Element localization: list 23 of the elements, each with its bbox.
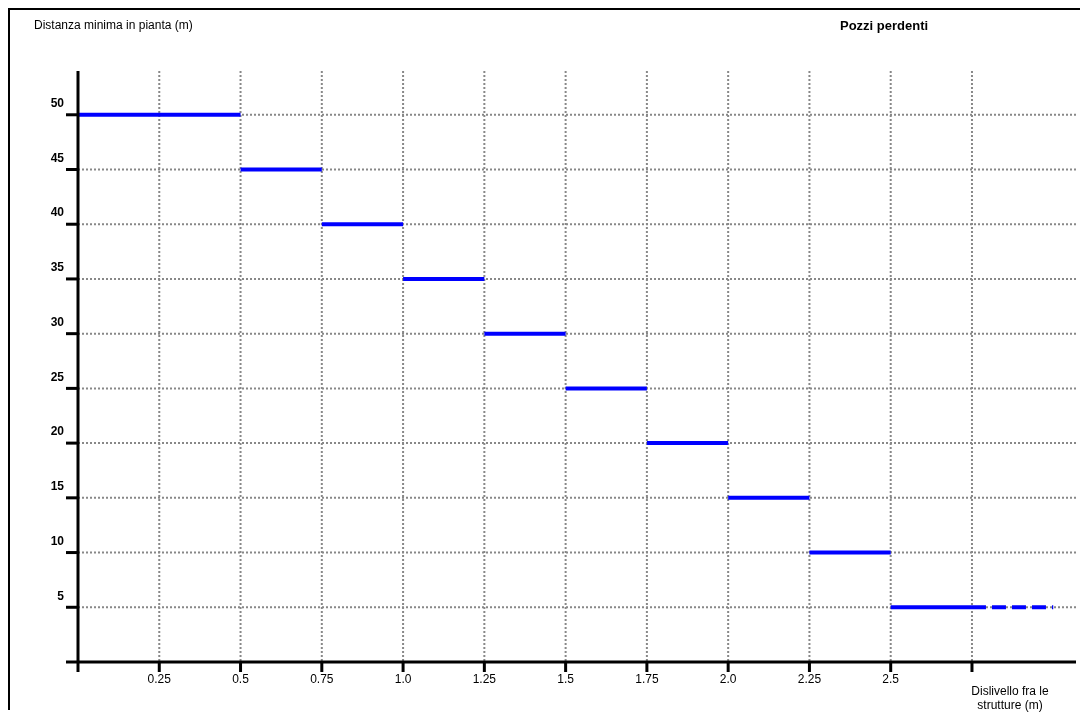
x-tick-label: 1.25: [472, 671, 497, 686]
x-axis-title: Dislivello fra le strutture (m): [970, 684, 1050, 712]
x-tick-label: 0.5: [232, 671, 250, 686]
y-tick-label: 50: [50, 96, 65, 111]
x-tick-label: 1.5: [557, 671, 575, 686]
x-tick-label: 0.25: [147, 671, 172, 686]
y-tick-label: 5: [57, 588, 65, 603]
y-tick-label: 15: [50, 479, 65, 494]
y-tick-label: 40: [50, 205, 65, 220]
y-tick-label: 20: [50, 424, 65, 439]
x-tick-label: 0.75: [310, 671, 334, 686]
y-tick-label: 10: [50, 533, 65, 548]
x-tick-label: 1.0: [394, 671, 412, 686]
y-tick-label: 30: [50, 314, 65, 329]
chart-title: Pozzi perdenti: [840, 18, 929, 33]
y-tick-label: 45: [50, 150, 65, 165]
y-axis-title: Distanza minima in pianta (m): [34, 18, 193, 32]
x-tick-label: 2.5: [882, 671, 900, 686]
y-tick-label: 25: [50, 369, 65, 384]
x-tick-label: 2.25: [797, 671, 822, 686]
y-tick-label: 35: [50, 260, 65, 275]
x-tick-label: 1.75: [635, 671, 659, 686]
x-tick-label: 2.0: [719, 671, 737, 686]
